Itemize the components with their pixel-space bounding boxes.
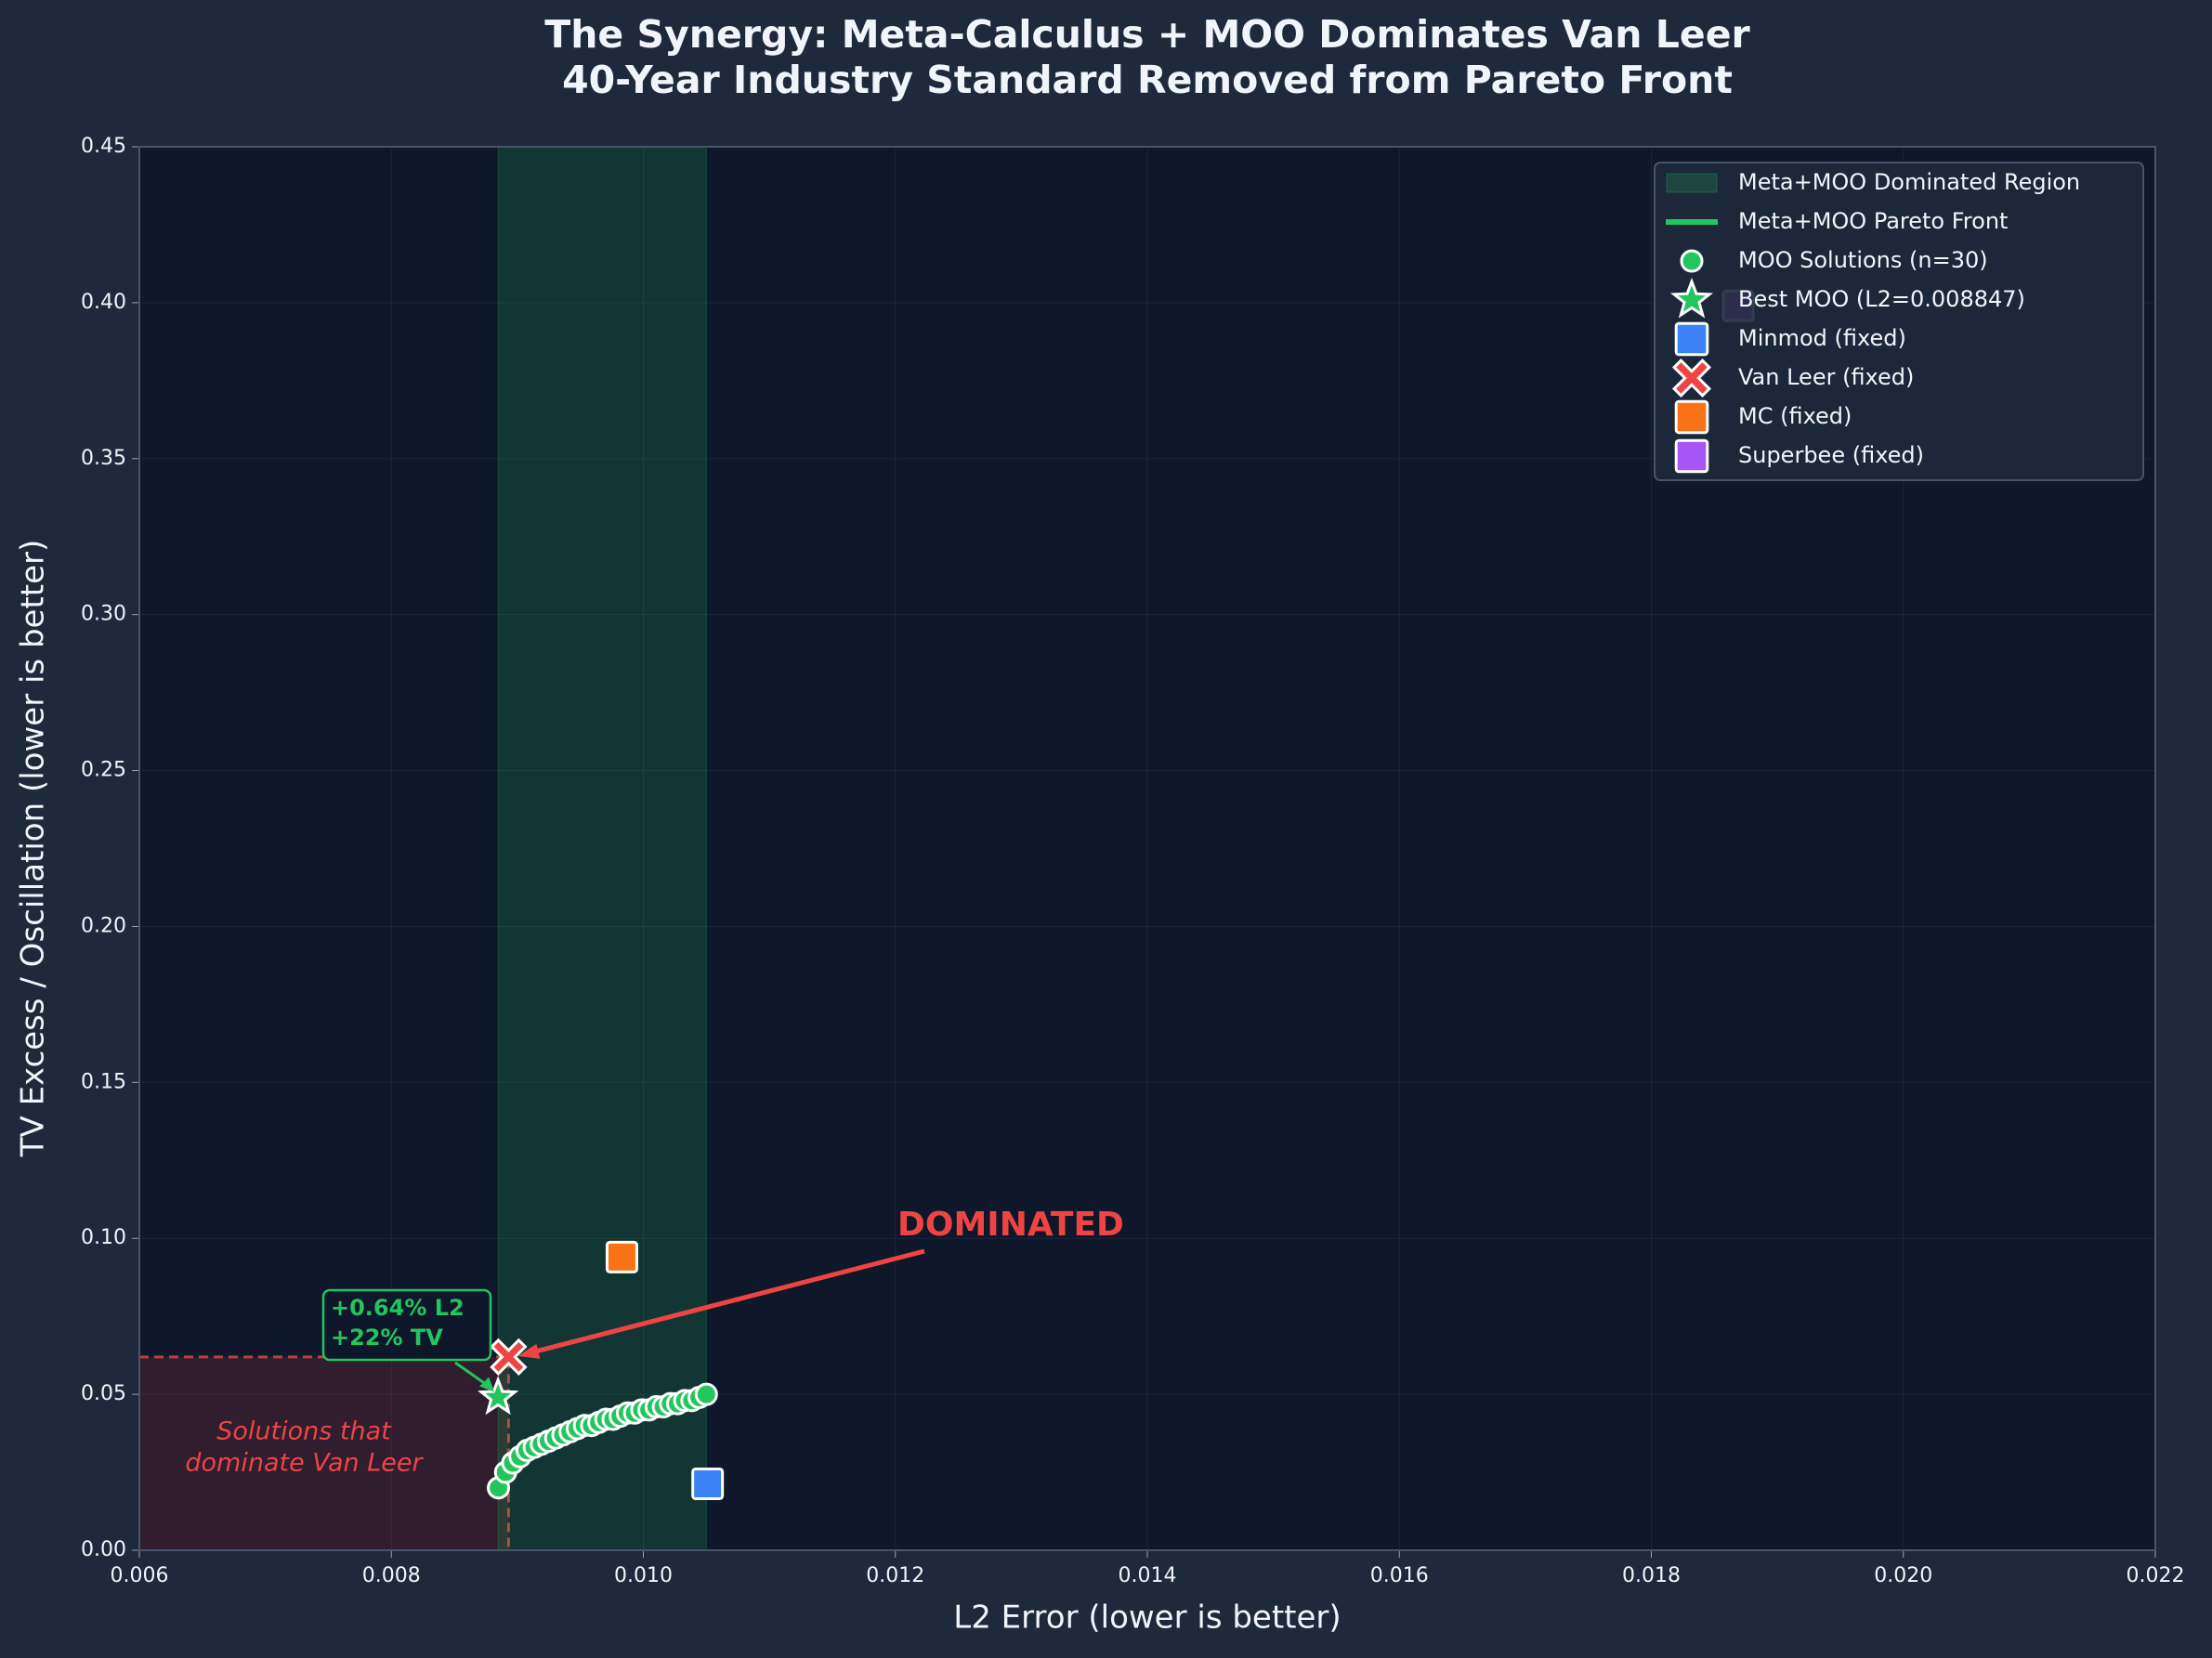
legend-label: Meta+MOO Dominated Region bbox=[1738, 169, 2080, 195]
van-leer-point bbox=[490, 1338, 528, 1376]
legend-label: Best MOO (L2=0.008847) bbox=[1738, 286, 2025, 312]
fixed-limiter bbox=[1674, 321, 1709, 357]
y-tick-label: 0.15 bbox=[81, 1070, 126, 1093]
legend-entry: Meta+MOO Dominated Region bbox=[1666, 169, 2080, 195]
y-tick-label: 0.35 bbox=[81, 447, 126, 470]
van-leer-point bbox=[1671, 358, 1712, 398]
legend-entry: MOO Solutions (n=30) bbox=[1680, 247, 1988, 273]
chart-subtitle: 40-Year Industry Standard Removed from P… bbox=[562, 58, 1733, 102]
improvement-arrow bbox=[454, 1361, 490, 1388]
x-tick-label: 0.014 bbox=[1119, 1564, 1177, 1587]
x-axis-label: L2 Error (lower is better) bbox=[953, 1599, 1341, 1637]
y-tick-label: 0.10 bbox=[81, 1226, 126, 1249]
legend-box bbox=[1654, 162, 2144, 481]
van-leer-region bbox=[139, 1356, 509, 1550]
legend-entry: Superbee (fixed) bbox=[1674, 438, 1924, 474]
best-moo bbox=[478, 1376, 519, 1416]
legend-key bbox=[1666, 173, 1718, 193]
y-tick-label: 0.20 bbox=[81, 914, 126, 937]
moo-point bbox=[1680, 249, 1704, 273]
y-tick-label: 0.00 bbox=[81, 1538, 126, 1561]
plot-border bbox=[138, 146, 2156, 1551]
x-tick-label: 0.020 bbox=[1874, 1564, 1932, 1587]
dominated-region bbox=[497, 146, 707, 1551]
y-tick-label: 0.25 bbox=[81, 759, 126, 782]
x-tick-label: 0.018 bbox=[1622, 1564, 1681, 1587]
x-tick-label: 0.022 bbox=[2127, 1564, 2185, 1587]
x-tick-label: 0.012 bbox=[866, 1564, 924, 1587]
y-tick-label: 0.30 bbox=[81, 603, 126, 626]
improvement-box bbox=[321, 1288, 492, 1362]
region-label: dominate Van Leer bbox=[185, 1449, 424, 1478]
y-axis-label: TV Excess / Oscillation (lower is better… bbox=[15, 540, 52, 1158]
x-tick-label: 0.010 bbox=[614, 1564, 673, 1587]
fixed-limiter bbox=[1674, 399, 1709, 435]
fixed-limiter bbox=[1674, 438, 1709, 474]
x-tick-label: 0.016 bbox=[1370, 1564, 1429, 1587]
fixed-limiter bbox=[605, 1240, 638, 1273]
legend-label: Superbee (fixed) bbox=[1738, 442, 1924, 468]
improvement-arrowhead bbox=[479, 1377, 495, 1392]
y-tick-label: 0.45 bbox=[81, 135, 126, 158]
legend-entry: Best MOO (L2=0.008847) bbox=[1669, 277, 2025, 319]
dominated-arrow bbox=[528, 1248, 925, 1356]
best-moo bbox=[1669, 277, 1714, 319]
legend-label: Minmod (fixed) bbox=[1738, 325, 1906, 351]
x-tick-label: 0.006 bbox=[111, 1564, 169, 1587]
y-tick-label: 0.40 bbox=[81, 291, 126, 314]
legend-entry: MC (fixed) bbox=[1674, 399, 1852, 435]
legend-entry: Van Leer (fixed) bbox=[1671, 358, 1914, 398]
legend-label: Van Leer (fixed) bbox=[1738, 364, 1914, 390]
chart-title: The Synergy: Meta-Calculus + MOO Dominat… bbox=[544, 12, 1750, 57]
dominated-arrowhead bbox=[517, 1343, 541, 1359]
x-tick-label: 0.008 bbox=[362, 1564, 421, 1587]
legend-label: MC (fixed) bbox=[1738, 403, 1852, 429]
legend-entry: Minmod (fixed) bbox=[1674, 321, 1906, 357]
legend-label: Meta+MOO Pareto Front bbox=[1738, 208, 2008, 234]
region-label: Solutions that bbox=[216, 1417, 392, 1446]
moo-point bbox=[694, 1382, 718, 1406]
dominated-label: DOMINATED bbox=[897, 1206, 1124, 1244]
improvement-label: +0.64% L2 bbox=[331, 1295, 465, 1321]
legend-label: MOO Solutions (n=30) bbox=[1738, 247, 1988, 273]
legend-entry: Meta+MOO Pareto Front bbox=[1666, 208, 2008, 234]
fixed-limiter bbox=[691, 1467, 725, 1500]
y-tick-label: 0.05 bbox=[81, 1382, 126, 1405]
improvement-label: +22% TV bbox=[331, 1325, 443, 1351]
